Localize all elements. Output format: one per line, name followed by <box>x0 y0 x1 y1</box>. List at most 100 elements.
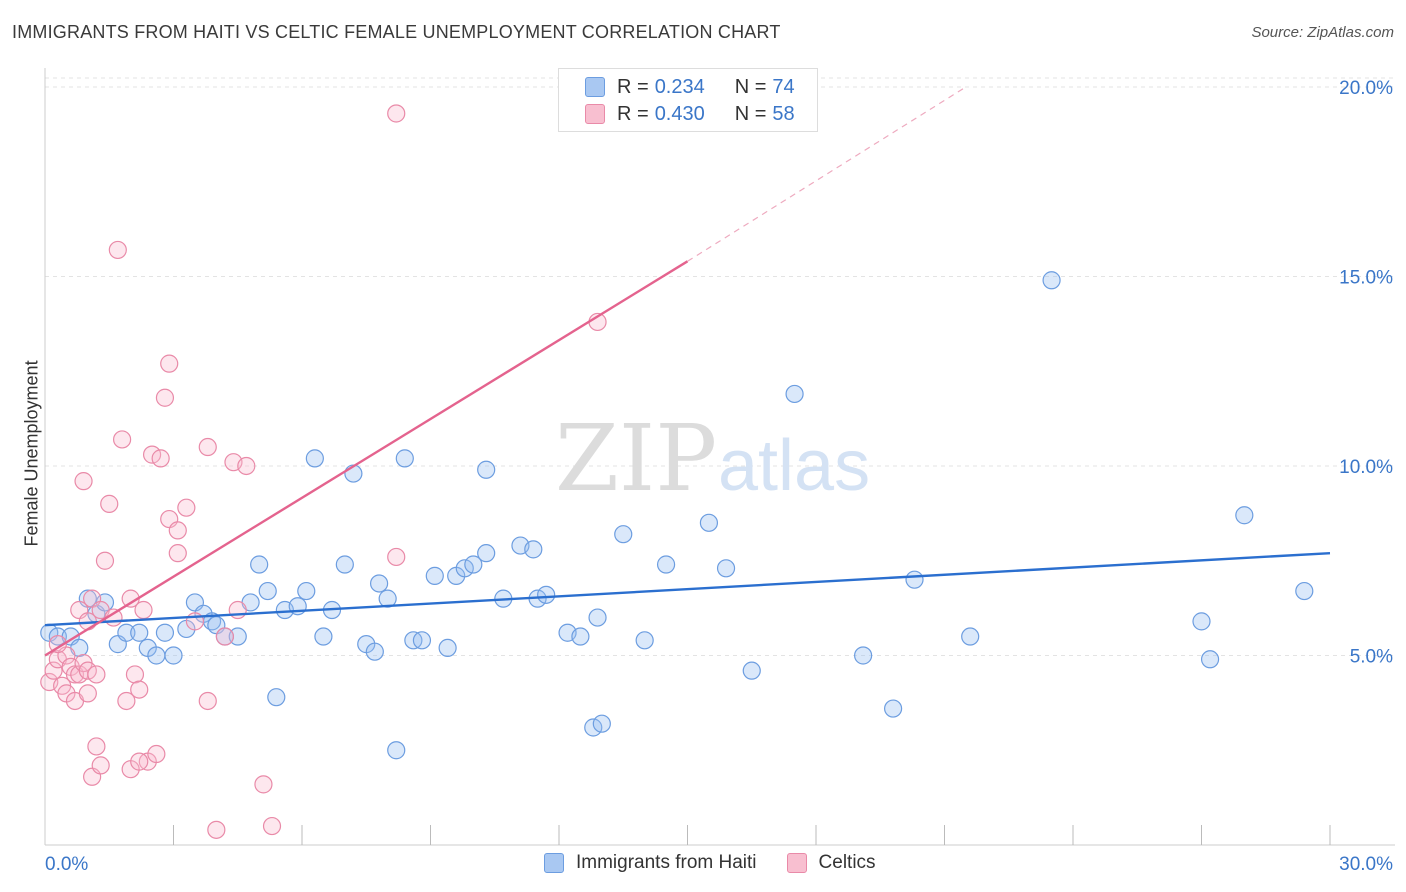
legend-swatch-celtics <box>786 853 807 873</box>
point-haiti <box>524 540 543 559</box>
point-haiti <box>588 608 607 627</box>
point-haiti <box>314 627 333 646</box>
trend-line-celtics <box>44 260 689 657</box>
point-haiti <box>48 627 67 646</box>
point-celtics <box>78 684 97 703</box>
point-haiti <box>1235 506 1254 525</box>
axes <box>44 68 1395 846</box>
point-celtics <box>91 756 110 775</box>
data-points <box>40 104 1314 839</box>
point-celtics <box>151 449 170 468</box>
point-haiti <box>335 555 354 574</box>
point-haiti <box>961 627 980 646</box>
chart-title: IMMIGRANTS FROM HAITI VS CELTIC FEMALE U… <box>12 22 781 42</box>
watermark: ZIP atlas <box>555 405 870 512</box>
point-haiti <box>370 574 389 593</box>
n-label: N = <box>734 75 767 98</box>
point-celtics <box>207 820 226 839</box>
point-celtics <box>117 691 136 711</box>
watermark-zip: ZIP <box>555 405 717 512</box>
point-haiti <box>1042 271 1061 290</box>
point-haiti <box>267 688 286 707</box>
point-haiti <box>425 566 444 585</box>
point-haiti <box>155 623 175 642</box>
point-haiti <box>130 623 149 642</box>
legend-stats-row-haiti: R = 0.234 N = 74 <box>585 74 795 100</box>
legend-swatch-haiti <box>544 853 564 873</box>
r-label: R = <box>617 102 649 125</box>
point-haiti <box>258 581 277 601</box>
point-celtics <box>254 775 273 794</box>
point-haiti <box>147 646 166 665</box>
point-celtics <box>215 627 234 646</box>
point-haiti <box>656 555 676 574</box>
point-celtics <box>155 388 175 407</box>
point-celtics <box>168 544 187 563</box>
x-tick-label: 30.0% <box>1339 854 1393 875</box>
point-haiti <box>477 460 496 479</box>
point-celtics <box>237 456 256 476</box>
point-haiti <box>716 559 736 578</box>
legend-swatch-haiti <box>585 77 605 97</box>
point-celtics <box>168 521 187 540</box>
point-haiti <box>412 631 432 650</box>
point-celtics <box>44 661 63 680</box>
point-haiti <box>1295 581 1314 601</box>
point-haiti <box>905 570 924 589</box>
trend-lines <box>44 86 1331 657</box>
point-haiti <box>537 585 556 604</box>
point-haiti <box>854 646 873 665</box>
r-value: 0.234 <box>654 75 705 98</box>
point-celtics <box>130 680 149 699</box>
point-celtics <box>198 691 217 711</box>
n-value: 74 <box>772 75 795 98</box>
point-celtics <box>147 744 166 764</box>
point-haiti <box>305 449 324 468</box>
r-value: 0.430 <box>654 102 705 125</box>
point-haiti <box>438 638 457 658</box>
point-celtics <box>112 430 132 449</box>
point-celtics <box>125 665 145 684</box>
point-haiti <box>250 555 269 574</box>
point-haiti <box>614 525 633 544</box>
point-celtics <box>198 437 217 457</box>
point-celtics <box>95 551 115 570</box>
point-haiti <box>1200 650 1220 669</box>
legend-item-haiti[interactable]: Immigrants from Haiti <box>544 852 757 874</box>
point-celtics <box>130 752 149 771</box>
point-celtics <box>160 354 179 373</box>
r-label: R = <box>617 75 649 98</box>
point-celtics <box>228 600 247 620</box>
legend-series: Immigrants from Haiti Celtics <box>544 852 906 874</box>
point-celtics <box>387 547 406 567</box>
legend-swatch-celtics <box>585 104 605 124</box>
point-celtics <box>87 737 106 756</box>
y-tick-label: 5.0% <box>1350 646 1393 667</box>
y-tick-label: 15.0% <box>1339 267 1393 288</box>
point-haiti <box>785 384 804 404</box>
point-haiti <box>455 559 474 578</box>
legend-stats: R = 0.234 N = 74 R = 0.430 N = 58 <box>558 68 818 132</box>
point-celtics <box>142 445 162 464</box>
point-haiti <box>699 513 719 532</box>
point-haiti <box>477 544 496 563</box>
point-haiti <box>635 631 654 650</box>
point-haiti <box>592 714 611 733</box>
point-haiti <box>387 741 406 760</box>
point-celtics <box>177 498 196 517</box>
point-haiti <box>883 699 903 718</box>
watermark-atlas: atlas <box>718 426 870 506</box>
point-haiti <box>571 627 590 646</box>
point-celtics <box>134 600 153 620</box>
point-celtics <box>74 472 93 491</box>
point-haiti <box>584 718 603 737</box>
point-haiti <box>395 449 414 468</box>
point-celtics <box>100 494 119 513</box>
point-haiti <box>228 627 247 646</box>
point-haiti <box>1192 612 1211 631</box>
point-haiti <box>164 646 183 665</box>
point-celtics <box>262 816 282 836</box>
legend-item-celtics[interactable]: Celtics <box>786 852 876 874</box>
point-celtics <box>48 635 67 654</box>
point-haiti <box>365 642 384 661</box>
